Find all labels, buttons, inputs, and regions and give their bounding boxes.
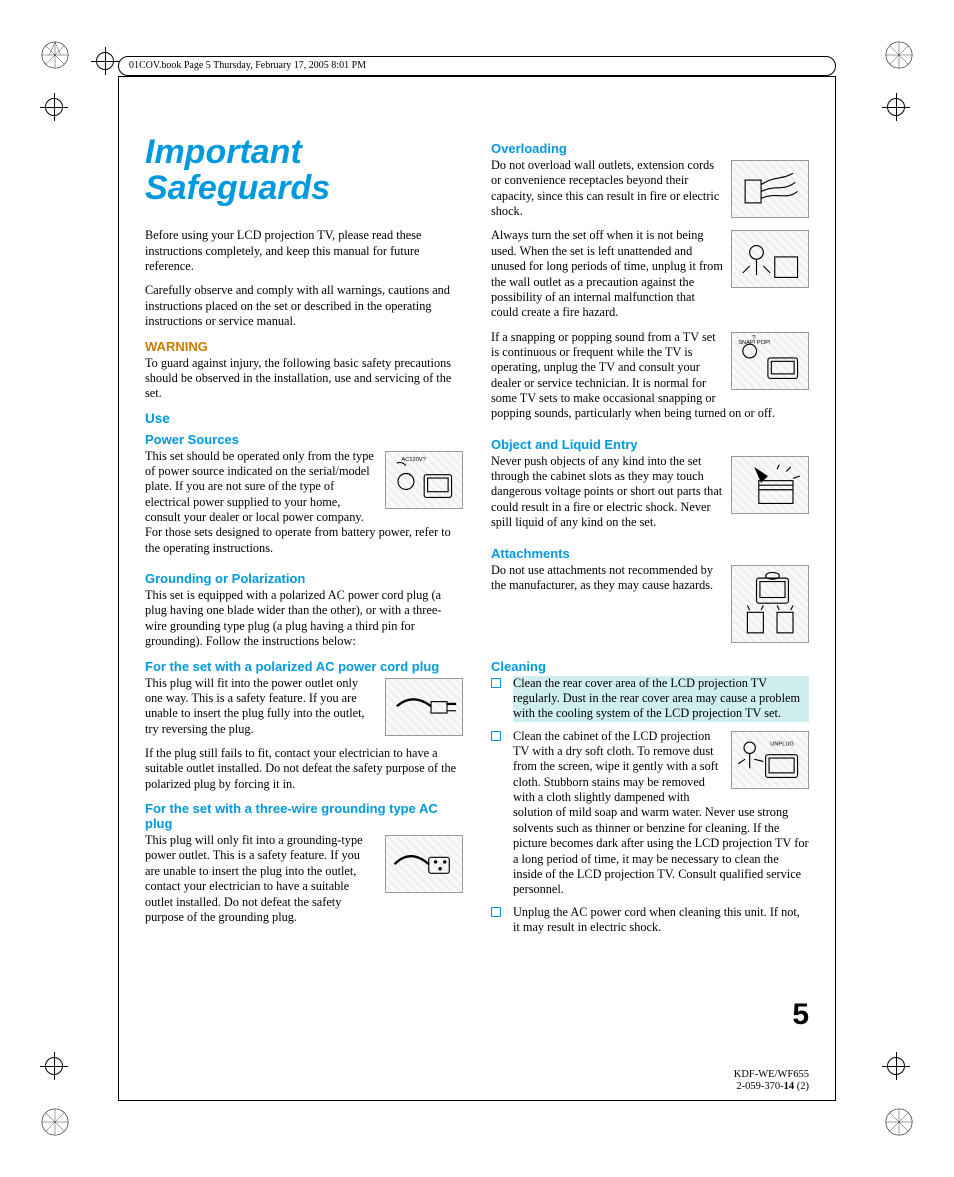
bullet-icon: [491, 907, 501, 917]
subheading-attachments: Attachments: [491, 546, 809, 561]
crop-mark-icon: [887, 98, 909, 120]
footer-model: KDF-WE/WF655: [734, 1069, 809, 1080]
subheading-object-liquid: Object and Liquid Entry: [491, 437, 809, 452]
intro-paragraph: Carefully observe and comply with all wa…: [145, 283, 463, 329]
polarized-paragraph: If the plug still fails to fit, contact …: [145, 746, 463, 792]
footer-code: 2-059-370-: [736, 1081, 783, 1092]
compass-icon: [884, 1107, 914, 1137]
illustration-power-icon: AC120V?: [385, 451, 463, 509]
illustration-unplug-icon: [731, 230, 809, 288]
illustration-snap-pop-icon: SNAP! POP!?: [731, 332, 809, 390]
list-item: UNPLUG Clean the cabinet of the LCD proj…: [491, 729, 809, 898]
subheading-power: Power Sources: [145, 432, 463, 447]
intro-paragraph: Before using your LCD projection TV, ple…: [145, 228, 463, 274]
left-column: Important Safeguards Before using your L…: [145, 107, 463, 1076]
page-title: Important Safeguards: [145, 135, 463, 206]
svg-text:?: ?: [752, 335, 756, 342]
illustration-liquid-icon: [731, 456, 809, 514]
footer-meta: KDF-WE/WF655 2-059-370-14 (2): [734, 1069, 809, 1094]
subheading-overloading: Overloading: [491, 141, 809, 156]
title-line-2: Safeguards: [145, 169, 330, 207]
illustration-plug-grounded-icon: [385, 835, 463, 893]
compass-icon: [884, 40, 914, 70]
title-line-1: Important: [145, 133, 302, 171]
file-header: 01COV.book Page 5 Thursday, February 17,…: [118, 56, 836, 76]
page-frame: Important Safeguards Before using your L…: [118, 76, 836, 1101]
bullet-icon: [491, 678, 501, 688]
cleaning-bullet: Clean the rear cover area of the LCD pro…: [513, 676, 809, 722]
svg-text:UNPLUG: UNPLUG: [770, 742, 794, 748]
warning-heading: WARNING: [145, 339, 463, 354]
list-item: Clean the rear cover area of the LCD pro…: [491, 676, 809, 722]
right-column: Overloading Do not overload wall outlets…: [491, 107, 809, 1076]
footer-code-suffix: (2): [794, 1081, 809, 1092]
crop-mark-icon: [45, 1057, 67, 1079]
warning-paragraph: To guard against injury, the following b…: [145, 356, 463, 402]
compass-icon: [40, 40, 70, 70]
illustration-attachments-icon: [731, 565, 809, 643]
subheading-cleaning: Cleaning: [491, 659, 809, 674]
subheading-threewire: For the set with a three-wire grounding …: [145, 801, 463, 831]
page-number: 5: [792, 998, 809, 1032]
compass-icon: [40, 1107, 70, 1137]
subheading-polarized: For the set with a polarized AC power co…: [145, 659, 463, 674]
list-item: Unplug the AC power cord when cleaning t…: [491, 905, 809, 936]
illustration-cleaning-icon: UNPLUG: [731, 731, 809, 789]
cleaning-bullet: Unplug the AC power cord when cleaning t…: [513, 905, 809, 936]
footer-code-bold: 14: [784, 1081, 795, 1092]
section-heading-use: Use: [145, 411, 463, 426]
illustration-overload-icon: [731, 160, 809, 218]
grounding-paragraph: This set is equipped with a polarized AC…: [145, 588, 463, 649]
crop-mark-icon: [45, 98, 67, 120]
crop-mark-icon: [887, 1057, 909, 1079]
bullet-icon: [491, 731, 501, 741]
svg-text:AC120V?: AC120V?: [401, 457, 425, 463]
illustration-plug-polarized-icon: [385, 678, 463, 736]
subheading-grounding: Grounding or Polarization: [145, 571, 463, 586]
